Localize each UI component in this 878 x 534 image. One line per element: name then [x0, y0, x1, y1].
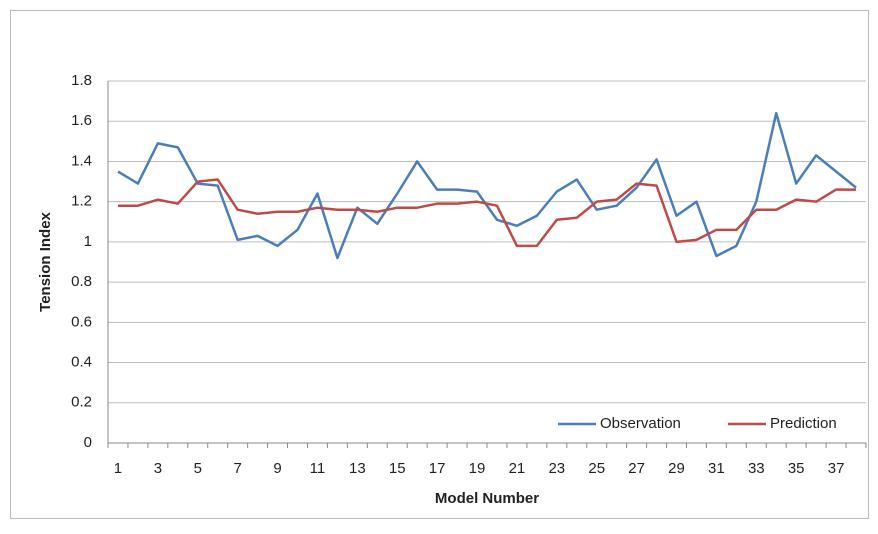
y-tick-label: 1.8 [71, 72, 92, 89]
x-tick-label: 13 [349, 460, 366, 477]
x-axis-title: Model Number [435, 490, 539, 507]
legend-label: Observation [600, 415, 681, 432]
chart-frame [10, 10, 869, 519]
y-tick-label: 0.4 [71, 354, 92, 371]
x-tick-label: 7 [233, 460, 241, 477]
x-tick-label: 1 [114, 460, 122, 477]
x-tick-label: 29 [668, 460, 685, 477]
x-tick-label: 3 [154, 460, 162, 477]
x-tick-label: 27 [628, 460, 645, 477]
x-tick-label: 33 [748, 460, 765, 477]
y-tick-label: 1 [84, 233, 92, 250]
x-tick-label: 21 [509, 460, 526, 477]
x-tick-label: 17 [429, 460, 446, 477]
y-axis-title: Tension Index [37, 211, 54, 311]
y-tick-label: 0.2 [71, 394, 92, 411]
x-tick-label: 15 [389, 460, 406, 477]
x-tick-label: 35 [788, 460, 805, 477]
y-tick-label: 1.4 [71, 152, 92, 169]
x-tick-label: 37 [828, 460, 845, 477]
y-tick-label: 1.2 [71, 193, 92, 210]
y-tick-label: 1.6 [71, 112, 92, 129]
x-tick-label: 31 [708, 460, 725, 477]
y-tick-label: 0.6 [71, 313, 92, 330]
x-tick-label: 5 [194, 460, 202, 477]
x-tick-label: 9 [273, 460, 281, 477]
legend-label: Prediction [770, 415, 837, 432]
x-tick-label: 25 [588, 460, 605, 477]
y-tick-label: 0 [84, 434, 92, 451]
series-line [117, 178, 857, 248]
series-line [117, 111, 857, 260]
x-tick-label: 11 [310, 460, 326, 477]
y-tick-label: 0.8 [71, 273, 92, 290]
x-tick-label: 19 [469, 460, 486, 477]
x-tick-label: 23 [548, 460, 565, 477]
